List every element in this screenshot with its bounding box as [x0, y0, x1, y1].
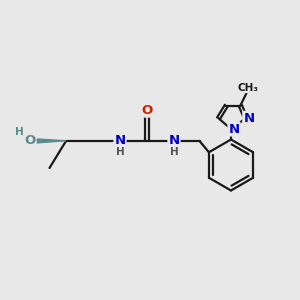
Polygon shape: [30, 139, 66, 143]
Text: H: H: [15, 127, 24, 137]
Text: CH₃: CH₃: [238, 82, 259, 93]
Text: H: H: [116, 147, 125, 158]
Text: H: H: [170, 147, 179, 158]
Text: O: O: [141, 103, 153, 117]
Text: O: O: [24, 134, 36, 148]
Text: N: N: [114, 134, 126, 148]
Text: N: N: [168, 134, 180, 148]
Text: N: N: [243, 112, 254, 125]
Text: N: N: [228, 122, 240, 136]
